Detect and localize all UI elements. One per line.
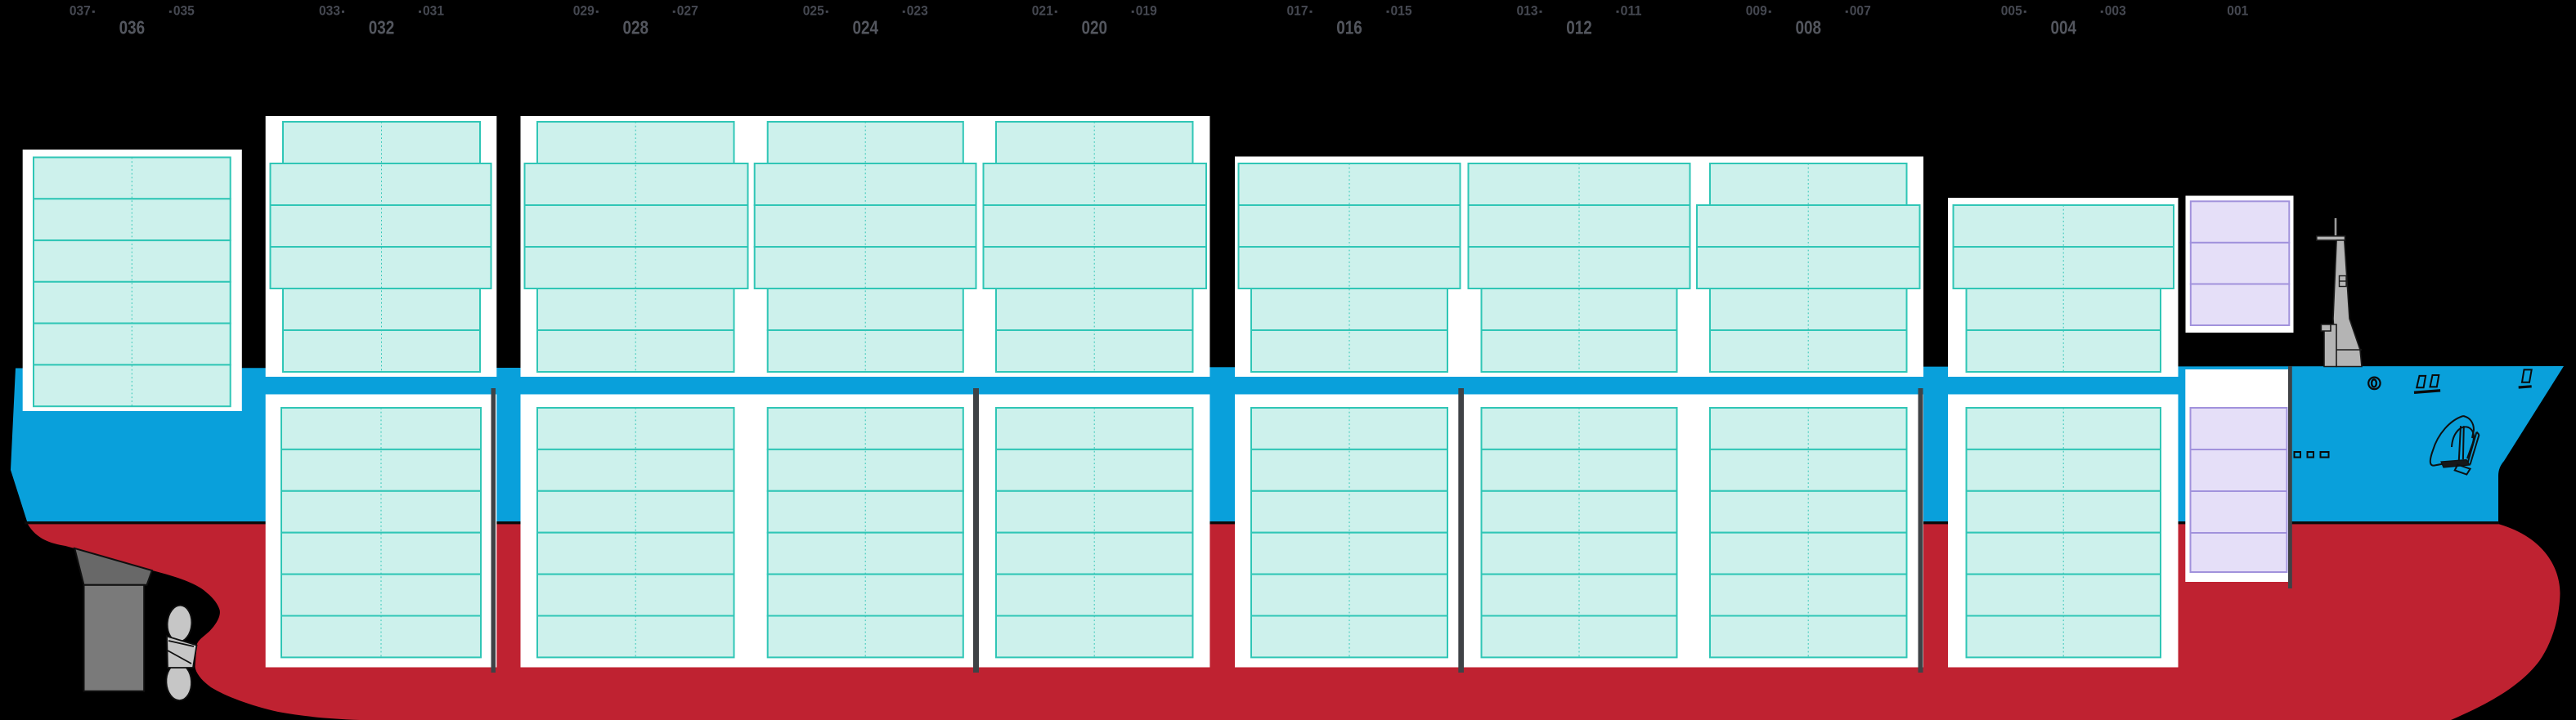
svg-text:016: 016 [1336, 17, 1362, 38]
svg-text:008: 008 [1796, 17, 1822, 38]
svg-text:031: 031 [423, 3, 444, 19]
svg-text:032: 032 [369, 17, 395, 38]
svg-text:015: 015 [1391, 3, 1412, 19]
svg-text:025: 025 [803, 3, 824, 19]
svg-text:037: 037 [70, 3, 91, 19]
svg-text:023: 023 [907, 3, 928, 19]
svg-text:013: 013 [1517, 3, 1538, 19]
svg-text:036: 036 [119, 17, 146, 38]
svg-text:019: 019 [1136, 3, 1157, 19]
svg-text:007: 007 [1850, 3, 1871, 19]
svg-text:021: 021 [1032, 3, 1053, 19]
svg-text:009: 009 [1746, 3, 1767, 19]
svg-text:029: 029 [573, 3, 595, 19]
svg-text:035: 035 [173, 3, 195, 19]
svg-text:027: 027 [677, 3, 698, 19]
svg-text:033: 033 [319, 3, 340, 19]
svg-text:005: 005 [2001, 3, 2022, 19]
svg-text:011: 011 [1621, 3, 1642, 19]
svg-text:004: 004 [2051, 17, 2077, 38]
svg-text:028: 028 [623, 17, 649, 38]
svg-text:003: 003 [2105, 3, 2126, 19]
svg-text:017: 017 [1287, 3, 1308, 19]
svg-text:001: 001 [2227, 3, 2248, 19]
svg-text:020: 020 [1082, 17, 1108, 38]
svg-text:024: 024 [853, 17, 879, 38]
svg-text:012: 012 [1566, 17, 1592, 38]
